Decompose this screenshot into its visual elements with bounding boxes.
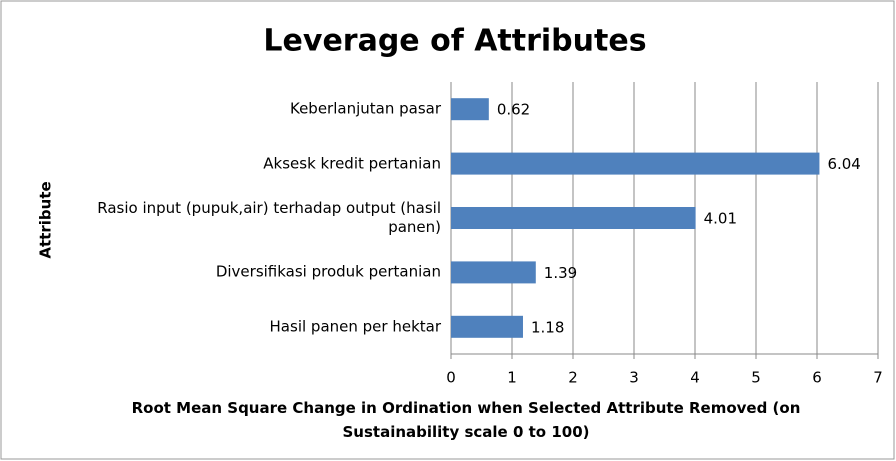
x-tick-label: 7 [873,369,883,387]
data-label: 6.04 [827,155,860,173]
y-tick-label: Aksesk kredit pertanian [263,154,441,173]
x-tick-label: 4 [690,369,700,387]
bar [451,98,489,121]
data-label: 1.18 [531,318,564,336]
x-tick-label: 6 [812,369,822,387]
x-tick-label: 3 [629,369,639,387]
bar [451,207,696,229]
data-label: 0.62 [497,101,530,119]
y-tick-label: Rasio input (pupuk,air) terhadap output … [97,199,441,236]
y-tick-label: Diversifikasi produk pertanian [215,262,441,281]
x-tick-label: 0 [446,369,456,387]
x-axis-title: Root Mean Square Change in Ordination wh… [131,399,801,441]
y-tick-label: Keberlanjutan pasar [289,99,441,118]
bar [451,152,820,175]
y-tick-label: Hasil panen per hektar [269,317,441,336]
data-label: 1.39 [544,264,577,282]
y-axis-title: Attribute [37,181,55,258]
x-tick-label: 2 [568,369,578,387]
chart-title: Leverage of Attributes [263,24,646,59]
bar [451,315,523,338]
x-tick-label: 1 [507,369,517,387]
x-tick-label: 5 [751,369,761,387]
bar [451,261,536,284]
data-label: 4.01 [704,210,737,228]
